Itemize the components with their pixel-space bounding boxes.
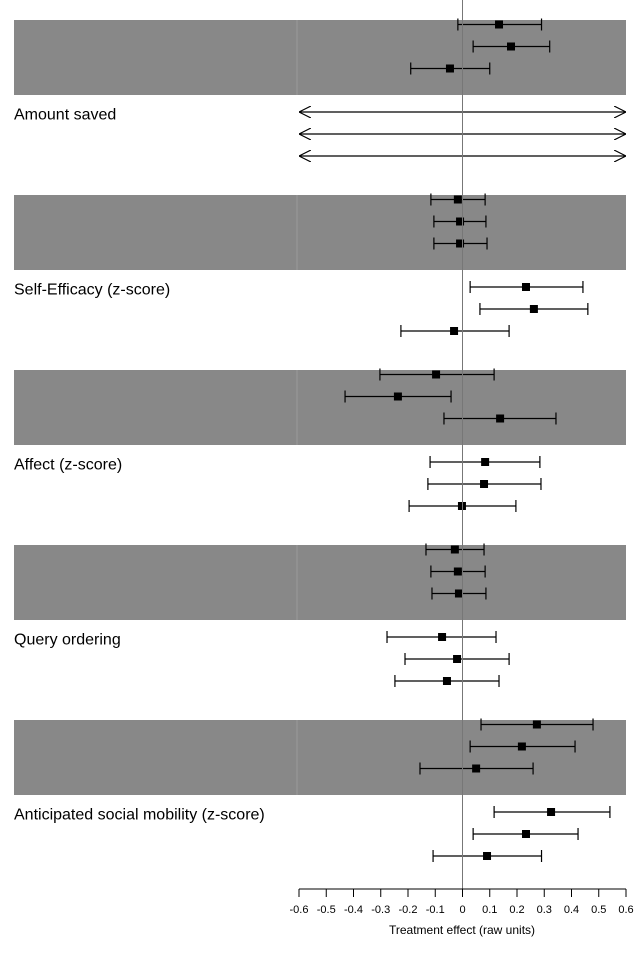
group-label: Amount saved (14, 107, 116, 124)
bands (14, 20, 626, 795)
x-tick-label: 0.3 (537, 904, 552, 916)
estimate (453, 195, 462, 204)
estimate (483, 852, 492, 860)
x-tick-label: 0.5 (591, 904, 606, 916)
x-tick-label: 0.1 (482, 904, 497, 916)
estimate (532, 720, 541, 729)
estimate (521, 283, 530, 291)
estimate (454, 589, 463, 598)
estimate (507, 42, 516, 51)
x-tick-label: 0.2 (509, 904, 524, 916)
estimate (438, 633, 447, 641)
group-band (14, 195, 626, 270)
group-band (14, 20, 626, 95)
estimate (547, 808, 556, 816)
x-axis-title: Treatment effect (raw units) (389, 923, 535, 937)
x-tick-label: -0.3 (371, 904, 390, 916)
x-tick-label: -0.5 (317, 904, 336, 916)
estimate (450, 545, 459, 554)
estimate (453, 655, 462, 663)
group-band (14, 720, 626, 795)
estimate (517, 742, 526, 751)
estimate (393, 392, 402, 401)
estimate (481, 458, 490, 466)
estimate (445, 64, 454, 73)
group-band (14, 370, 626, 445)
x-tick-label: -0.4 (344, 904, 363, 916)
estimate (456, 217, 465, 226)
x-tick-label: 0 (459, 904, 465, 916)
estimate (450, 327, 459, 335)
group-label: Anticipated social mobility (z-score) (14, 807, 265, 824)
estimate (456, 239, 465, 248)
estimate (432, 370, 441, 379)
estimate (453, 567, 462, 576)
group-label: Query ordering (14, 632, 121, 649)
estimate (472, 764, 481, 773)
x-tick-label: -0.1 (426, 904, 445, 916)
group-label: Affect (z-score) (14, 457, 122, 474)
estimate (480, 480, 489, 488)
estimate (457, 502, 466, 510)
plot: Amount saved Self-Efficacy (z-score) Affec… (14, 0, 634, 916)
x-tick-label: 0.6 (618, 904, 633, 916)
estimate (496, 414, 505, 423)
x-tick-label: -0.6 (290, 904, 309, 916)
x-tick-label: -0.2 (399, 904, 418, 916)
estimate (521, 830, 530, 838)
group-band (14, 545, 626, 620)
estimate (529, 305, 538, 313)
estimate (442, 677, 451, 685)
x-tick-label: 0.4 (564, 904, 579, 916)
group-label: Self-Efficacy (z-score) (14, 282, 170, 299)
estimate (495, 20, 504, 29)
